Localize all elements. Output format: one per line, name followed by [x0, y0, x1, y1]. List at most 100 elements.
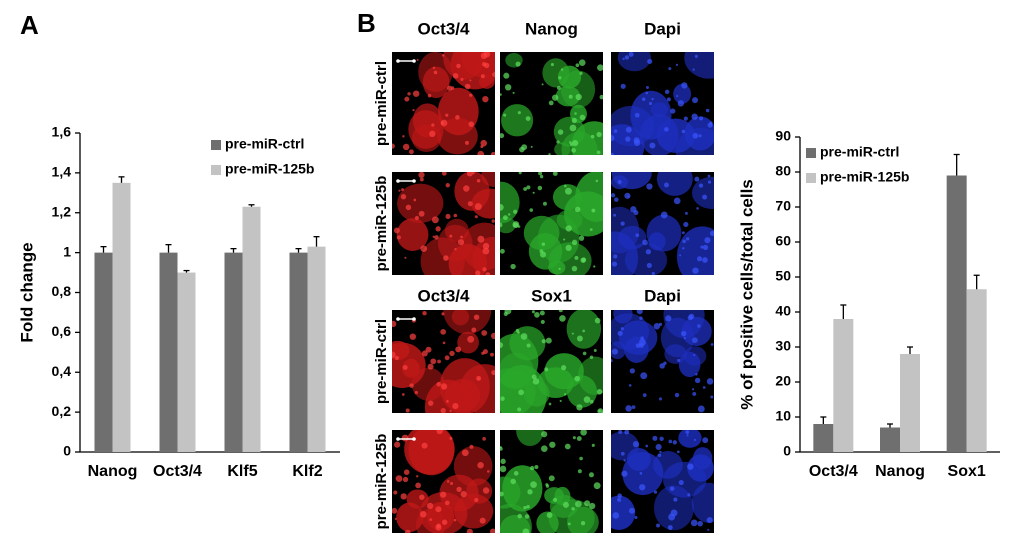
speck: [534, 464, 539, 470]
speck: [426, 502, 434, 510]
speck: [673, 197, 681, 205]
speck: [611, 152, 614, 155]
speck: [669, 486, 675, 491]
speck: [620, 451, 625, 456]
speck: [469, 444, 474, 449]
x-tick-label: Nanog: [88, 463, 138, 480]
bar: [833, 319, 854, 452]
panel-label: B: [357, 8, 376, 38]
colony: [544, 353, 584, 390]
speck: [428, 400, 434, 406]
legend-swatch: [806, 173, 816, 183]
y-tick-label: 50: [775, 268, 791, 284]
speck: [576, 404, 583, 411]
speck: [548, 475, 555, 482]
speck: [427, 363, 434, 370]
y-tick-label: 1,2: [52, 203, 72, 219]
speck: [393, 227, 400, 234]
y-tick-label: 30: [775, 338, 791, 354]
speck: [545, 337, 552, 344]
speck: [646, 183, 653, 190]
speck: [624, 430, 630, 435]
speck: [431, 216, 439, 224]
speck: [642, 393, 647, 398]
speck: [574, 375, 580, 382]
speck: [576, 436, 582, 442]
colony: [461, 52, 495, 78]
speck: [491, 370, 495, 376]
speck: [541, 339, 546, 344]
speck: [413, 198, 417, 202]
speck: [618, 430, 623, 435]
colony: [472, 236, 495, 275]
speck: [500, 222, 503, 228]
y-tick-label: 90: [775, 128, 791, 144]
colony: [692, 447, 713, 470]
scale-dot: [396, 317, 400, 321]
legend-swatch: [806, 148, 816, 158]
y-axis-label: % of positive cells/total cells: [737, 179, 756, 410]
speck: [571, 239, 578, 246]
y-tick-label: 10: [775, 408, 791, 424]
speck: [660, 211, 668, 219]
colony: [397, 183, 444, 223]
colony: [451, 310, 470, 326]
speck: [698, 183, 704, 188]
speck: [571, 117, 577, 124]
speck: [513, 471, 519, 476]
speck: [635, 343, 641, 348]
colony: [528, 233, 563, 270]
speck: [674, 392, 680, 398]
speck: [676, 450, 680, 454]
speck: [656, 523, 661, 528]
image-content: [611, 430, 714, 531]
speck: [636, 310, 643, 315]
speck: [692, 97, 699, 104]
speck: [630, 206, 637, 213]
speck: [453, 213, 458, 218]
speck: [403, 469, 410, 476]
speck: [668, 439, 673, 444]
speck: [613, 129, 618, 133]
micrograph: [500, 430, 603, 533]
speck: [482, 487, 490, 494]
speck: [569, 141, 572, 144]
speck: [432, 235, 435, 238]
speck: [564, 187, 572, 195]
speck: [504, 84, 512, 91]
speck: [475, 270, 481, 275]
speck: [647, 58, 653, 65]
speck: [500, 93, 502, 96]
speck: [673, 497, 678, 502]
speck: [575, 63, 580, 68]
legend-label: pre-miR-ctrl: [820, 144, 899, 160]
speck: [580, 521, 586, 526]
speck: [588, 472, 594, 478]
speck: [596, 131, 602, 138]
speck: [620, 327, 624, 331]
speck: [659, 363, 665, 369]
speck: [645, 249, 652, 255]
speck: [624, 192, 631, 199]
scale-dot: [412, 317, 416, 321]
colony: [500, 476, 521, 509]
y-tick-label: 40: [775, 303, 791, 319]
y-tick-label: 20: [775, 373, 791, 389]
speck: [672, 440, 678, 445]
colony: [424, 379, 472, 413]
speck: [565, 225, 572, 232]
colony: [675, 127, 714, 155]
speck: [400, 194, 407, 200]
speck: [595, 179, 599, 183]
speck: [694, 176, 700, 182]
speck: [481, 330, 488, 336]
speck: [461, 449, 469, 457]
speck: [639, 316, 643, 320]
speck: [416, 58, 419, 61]
bar: [946, 175, 967, 452]
speck: [580, 430, 587, 436]
speck: [559, 315, 566, 322]
speck: [405, 204, 412, 211]
speck: [456, 63, 461, 69]
speck: [651, 271, 655, 275]
